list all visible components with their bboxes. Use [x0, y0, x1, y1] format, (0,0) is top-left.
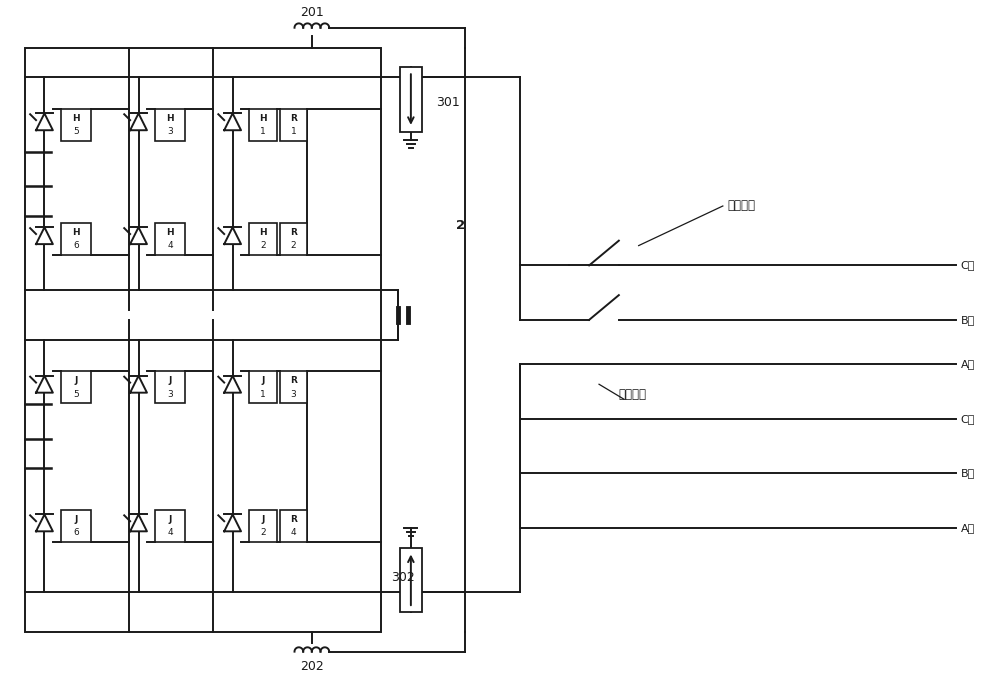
Text: 202: 202	[300, 660, 324, 673]
Text: 3: 3	[167, 390, 173, 398]
Text: 6: 6	[73, 241, 79, 250]
Text: R: R	[290, 376, 297, 386]
Text: 301: 301	[436, 96, 459, 108]
Text: 2: 2	[260, 528, 266, 537]
Bar	[280, 510, 307, 542]
Text: 融冰线路: 融冰线路	[728, 199, 756, 213]
Text: C相: C相	[961, 414, 975, 424]
Bar	[249, 371, 277, 403]
Bar	[400, 67, 422, 132]
Text: 4: 4	[167, 241, 173, 250]
Text: J: J	[169, 515, 172, 524]
Bar	[280, 371, 307, 403]
Text: 201: 201	[300, 6, 324, 20]
Text: 3: 3	[291, 390, 296, 398]
Text: B相: B相	[961, 315, 975, 325]
Text: H: H	[72, 228, 80, 237]
Text: H: H	[259, 228, 267, 237]
Bar	[25, 48, 381, 632]
Text: J: J	[74, 376, 78, 386]
Bar	[61, 510, 91, 542]
Text: 1: 1	[260, 390, 266, 398]
Text: J: J	[169, 376, 172, 386]
Bar	[249, 223, 277, 254]
Bar	[249, 510, 277, 542]
Bar	[155, 109, 185, 141]
Text: 5: 5	[73, 390, 79, 398]
Text: 2: 2	[291, 241, 296, 250]
Bar	[61, 223, 91, 254]
Bar	[61, 109, 91, 141]
Text: 2: 2	[260, 241, 266, 250]
Bar	[280, 109, 307, 141]
Bar	[280, 223, 307, 254]
Text: 302: 302	[391, 571, 415, 584]
Text: C相: C相	[961, 260, 975, 271]
Text: 2: 2	[456, 219, 465, 232]
Text: J: J	[262, 376, 265, 386]
Bar	[61, 371, 91, 403]
Text: 3: 3	[167, 127, 173, 136]
Text: 4: 4	[167, 528, 173, 537]
Text: J: J	[262, 515, 265, 524]
Text: J: J	[74, 515, 78, 524]
Text: H: H	[259, 114, 267, 123]
Text: 送电线路: 送电线路	[619, 388, 647, 400]
Text: 4: 4	[291, 528, 296, 537]
Text: R: R	[290, 228, 297, 237]
Bar	[155, 371, 185, 403]
Text: H: H	[166, 228, 174, 237]
Text: B相: B相	[961, 468, 975, 479]
Bar	[155, 510, 185, 542]
Bar	[155, 223, 185, 254]
Text: R: R	[290, 114, 297, 123]
Text: 1: 1	[291, 127, 296, 136]
Text: 6: 6	[73, 528, 79, 537]
Text: 1: 1	[260, 127, 266, 136]
Text: H: H	[72, 114, 80, 123]
Text: A相: A相	[961, 359, 975, 369]
Text: A相: A相	[961, 523, 975, 533]
Text: 5: 5	[73, 127, 79, 136]
Bar	[400, 548, 422, 612]
Text: R: R	[290, 515, 297, 524]
Text: H: H	[166, 114, 174, 123]
Bar	[249, 109, 277, 141]
